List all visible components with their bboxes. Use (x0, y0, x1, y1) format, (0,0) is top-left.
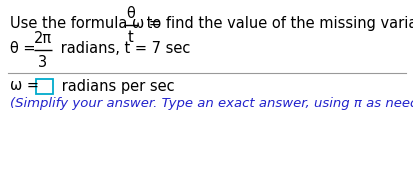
Text: θ =: θ = (10, 41, 40, 56)
Text: radians, t = 7 sec: radians, t = 7 sec (56, 41, 190, 56)
Text: (Simplify your answer. Type an exact answer, using π as needed.): (Simplify your answer. Type an exact ans… (10, 97, 413, 110)
Text: θ: θ (126, 6, 135, 21)
Text: radians per sec: radians per sec (57, 78, 174, 94)
Bar (36, 79, 53, 94)
Text: 2π: 2π (34, 31, 52, 46)
Text: Use the formula ω =: Use the formula ω = (10, 16, 161, 31)
Text: ω =: ω = (10, 78, 43, 94)
Text: 3: 3 (38, 55, 47, 70)
Text: t: t (128, 30, 133, 45)
Text: to find the value of the missing variable.: to find the value of the missing variabl… (142, 16, 413, 31)
